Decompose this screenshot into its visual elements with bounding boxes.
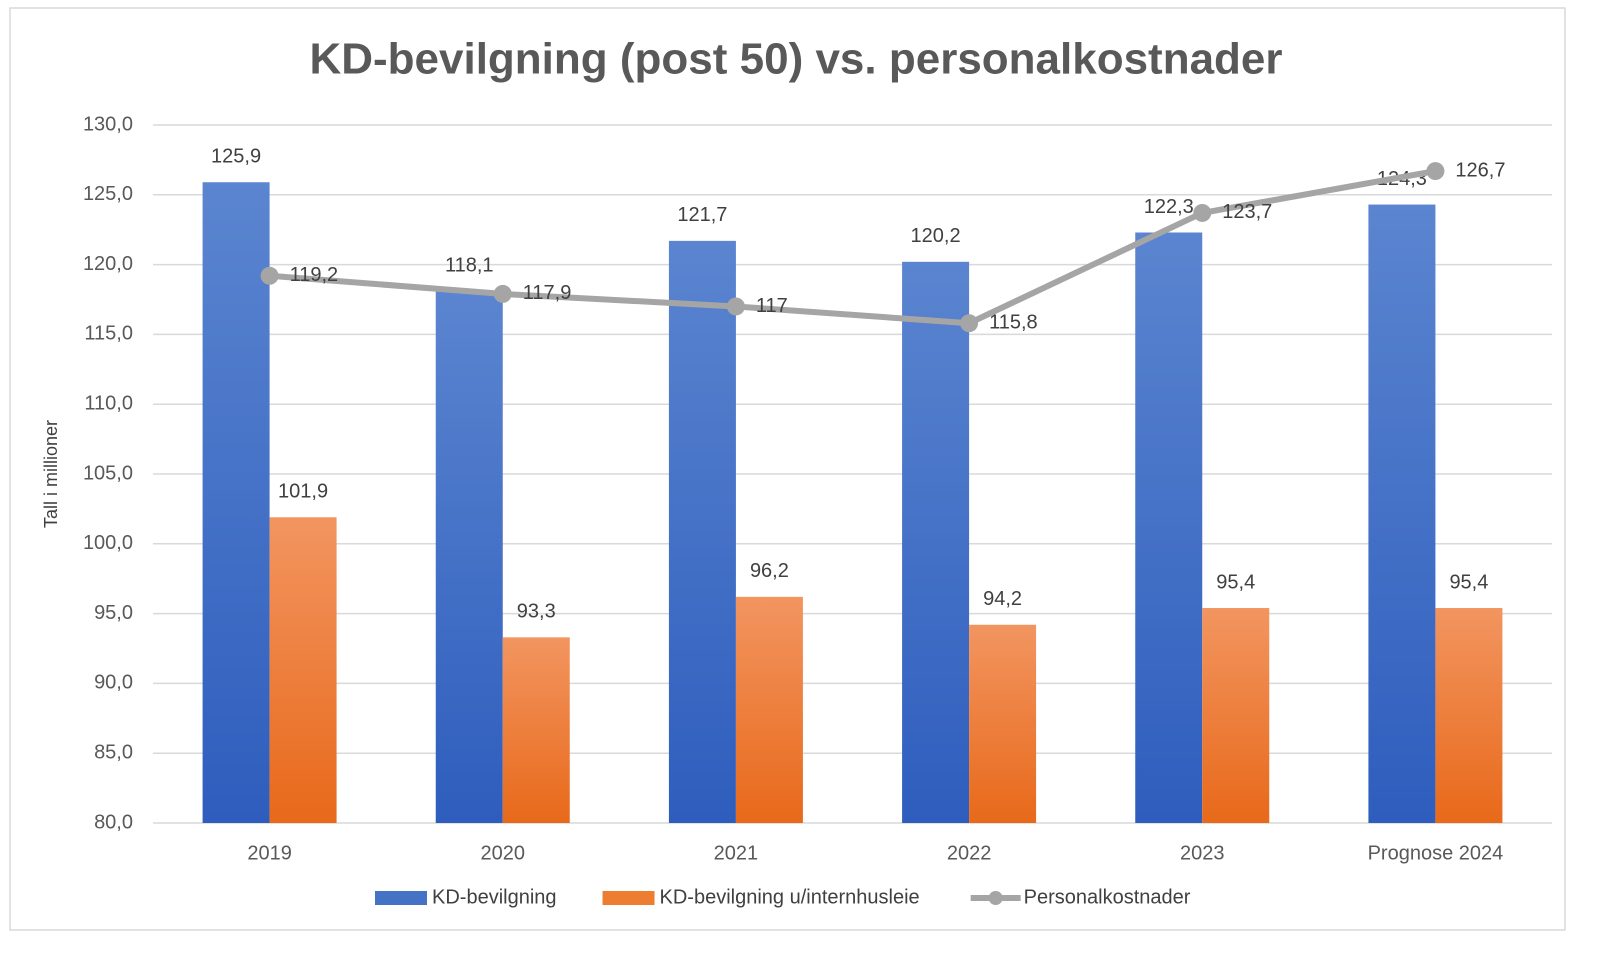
y-tick-label: 110,0 [84,392,133,414]
bar [902,261,970,824]
line-value-label: 119,2 [290,264,339,286]
y-tick-label: 115,0 [84,323,133,345]
bar-value-label: 122,3 [1144,196,1194,218]
line-value-label: 126,7 [1455,159,1505,181]
chart-title: KD-bevilgning (post 50) vs. personalkost… [309,35,1282,84]
bar [435,291,503,823]
bar [668,240,736,824]
legend-swatch [602,891,655,905]
x-tick-label: 2020 [481,842,526,864]
legend-label: KD-bevilgning u/internhusleie [660,886,920,908]
line-marker [493,284,512,303]
y-tick-label: 125,0 [83,183,133,205]
line-marker [260,266,279,285]
x-tick-label: 2022 [947,842,992,864]
y-tick-label: 90,0 [94,672,133,694]
line-value-label: 115,8 [989,312,1038,334]
y-tick-label: 95,0 [94,602,133,624]
bar [1368,204,1436,823]
y-tick-label: 120,0 [83,253,133,275]
y-tick-label: 80,0 [94,811,133,833]
y-tick-label: 85,0 [94,741,133,763]
line-marker [1193,203,1212,222]
line-value-label: 123,7 [1222,201,1272,223]
line-marker [1426,162,1445,181]
bar-value-label: 95,4 [1449,571,1488,593]
x-tick-label: 2019 [247,842,292,864]
x-tick-label: 2023 [1180,842,1225,864]
bar-value-label: 95,4 [1216,571,1255,593]
y-tick-label: 105,0 [83,462,133,484]
bar [969,624,1037,823]
bar-value-label: 101,9 [278,481,328,503]
bar-value-label: 125,9 [211,146,261,168]
bar-value-label: 118,1 [445,254,494,276]
line-marker [726,297,745,316]
bar [1435,608,1503,823]
bar [1135,232,1203,823]
line-marker [960,314,979,333]
y-tick-label: 130,0 [83,113,133,135]
bar-value-label: 96,2 [750,560,789,582]
x-tick-label: 2021 [714,842,759,864]
bar [735,596,803,823]
legend-label: KD-bevilgning [432,886,557,908]
bar-value-label: 120,2 [911,225,961,247]
bar [269,517,337,823]
x-tick-label: Prognose 2024 [1368,842,1504,864]
line-value-label: 117 [756,295,788,317]
legend-label: Personalkostnader [1024,886,1191,908]
bar-value-label: 93,3 [517,601,556,623]
line [269,168,1436,327]
line-value-label: 117,9 [523,282,572,304]
bar [1202,608,1270,823]
y-tick-label: 100,0 [83,532,133,554]
y-axis-label: Tall i millioner [41,420,61,528]
bar-value-label: 121,7 [677,204,727,226]
bar-value-label: 94,2 [983,588,1022,610]
legend-swatch [375,891,427,905]
bar [202,182,270,824]
bar [502,637,570,823]
legend-swatch [988,891,1003,905]
